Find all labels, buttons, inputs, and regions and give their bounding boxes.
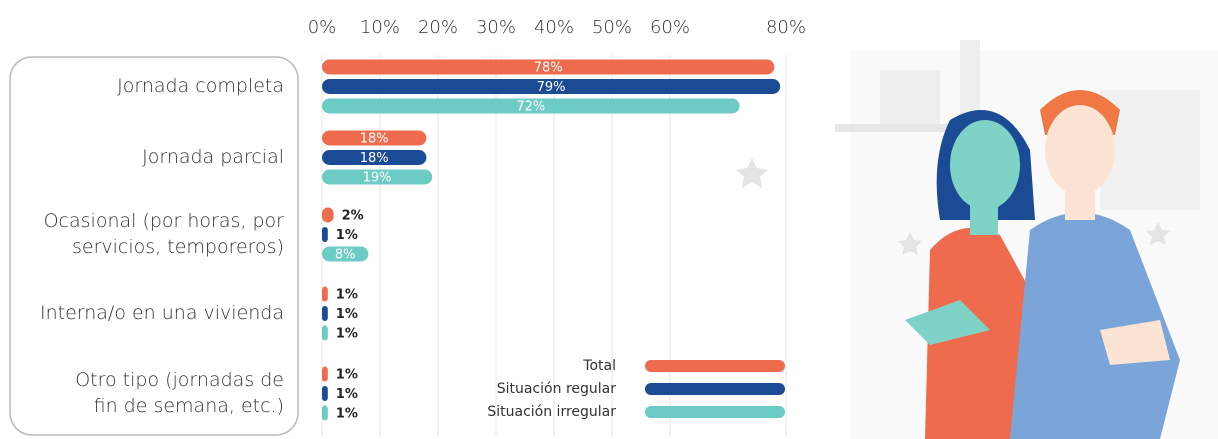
category-label: Otro tipo (jornadas de (75, 369, 284, 391)
bar (322, 130, 427, 146)
x-tick-label: 20% (418, 17, 458, 38)
bar (322, 246, 369, 262)
category-label: Jornada completa (117, 75, 284, 97)
grid (321, 55, 787, 437)
value-label: 1% (336, 228, 358, 243)
x-tick-label: 50% (592, 17, 632, 38)
value-label: 72% (516, 100, 545, 115)
value-label: 79% (537, 80, 566, 95)
bar (322, 59, 775, 75)
bar (322, 286, 328, 302)
legend-label: Situación regular (497, 381, 616, 397)
category-box (9, 56, 299, 436)
legend-swatch (645, 383, 785, 395)
value-label: 19% (363, 171, 392, 186)
bar (322, 405, 328, 421)
x-tick-label: 10% (360, 17, 400, 38)
value-label: 18% (360, 151, 389, 166)
bar (322, 366, 328, 382)
bar (322, 79, 781, 94)
x-tick-label: 80% (766, 17, 806, 38)
x-tick-label: 30% (476, 17, 516, 38)
bar (322, 98, 740, 114)
category-label: fin de semana, etc.) (94, 395, 284, 417)
value-label: 1% (336, 307, 358, 322)
legend-label: Situación irregular (487, 404, 616, 420)
value-label: 78% (534, 61, 563, 76)
value-label: 1% (336, 407, 358, 422)
bar (322, 386, 328, 401)
legend-label: Total (582, 358, 616, 374)
bar (322, 169, 433, 185)
bar (322, 150, 427, 165)
value-label: 1% (336, 288, 358, 303)
bar (322, 306, 328, 321)
value-label: 8% (335, 248, 356, 263)
bar (322, 227, 328, 242)
bar (322, 207, 334, 223)
x-tick-label: 60% (650, 17, 690, 38)
value-label: 1% (336, 387, 358, 402)
category-label: Ocasional (por horas, por (44, 210, 285, 232)
value-label: 18% (360, 132, 389, 147)
value-label: 2% (342, 209, 364, 224)
legend-swatch (645, 360, 785, 372)
illustration (736, 40, 1218, 439)
legend-swatch (645, 406, 785, 418)
category-label: servicios, temporeros) (72, 236, 284, 258)
x-tick-label: 0% (308, 17, 337, 38)
x-tick-label: 40% (534, 17, 574, 38)
category-label: Jornada parcial (142, 146, 284, 168)
value-label: 1% (336, 368, 358, 383)
value-label: 1% (336, 327, 358, 342)
bar (322, 325, 328, 341)
category-label: Interna/o en una vivienda (40, 302, 284, 324)
